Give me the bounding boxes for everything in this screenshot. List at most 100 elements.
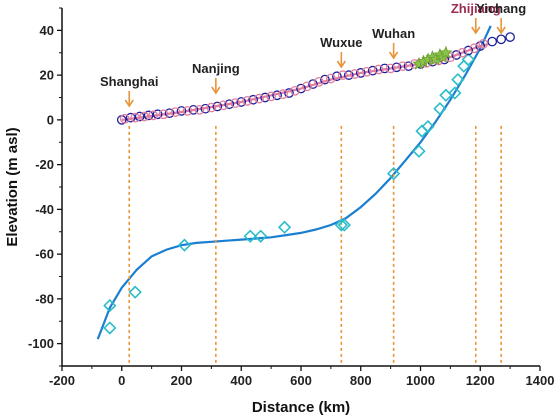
fit-curve: [121, 42, 490, 121]
data-point: [451, 50, 462, 60]
data-point: [385, 63, 396, 74]
data-point: [469, 43, 480, 54]
data-point: [397, 61, 408, 72]
data-point: [367, 65, 378, 76]
data-point: [361, 66, 372, 77]
data-point: [206, 102, 217, 113]
x-tick-label: 1200: [466, 373, 495, 388]
y-tick-label: 20: [40, 68, 54, 83]
data-point: [284, 88, 294, 98]
data-point: [448, 86, 462, 100]
data-point: [182, 106, 193, 116]
data-point: [148, 110, 158, 121]
data-point: [130, 112, 141, 123]
city-arrowhead: [496, 26, 506, 35]
city-arrowhead: [471, 26, 481, 35]
data-point: [386, 166, 401, 181]
data-point: [103, 298, 117, 313]
data-point: [266, 91, 276, 102]
data-point: [290, 85, 300, 96]
data-point: [224, 99, 235, 110]
data-point: [254, 229, 268, 243]
fit-curves: [96, 25, 492, 340]
x-tick-label: -200: [49, 373, 75, 388]
data-point: [248, 94, 259, 105]
data-point: [158, 109, 169, 120]
x-tick-label: 800: [350, 373, 372, 388]
data-point: [379, 63, 390, 74]
data-point: [119, 113, 130, 124]
data-point: [194, 104, 205, 115]
data-point: [496, 34, 507, 45]
data-point: [439, 45, 453, 59]
y-tick-label: -80: [35, 291, 54, 306]
data-point: [451, 72, 465, 87]
city-arrowhead: [388, 51, 399, 60]
data-point: [331, 71, 342, 82]
data-point: [421, 119, 435, 134]
city-label: Wuxue: [320, 35, 362, 50]
city-arrowhead: [124, 99, 134, 108]
data-point: [218, 100, 229, 111]
data-points: [103, 32, 515, 335]
data-point: [254, 93, 265, 104]
y-tick-label: 0: [47, 112, 54, 127]
city-arrowhead: [211, 86, 221, 95]
y-tick-label: -20: [35, 157, 54, 172]
city-guide-lines: [128, 125, 502, 366]
x-tick-label: 0: [118, 373, 125, 388]
y-tick-label: -40: [35, 202, 54, 217]
x-axis-title: Distance (km): [252, 399, 350, 416]
city-label: Yichang: [476, 1, 526, 16]
fit-curve: [96, 25, 492, 340]
y-tick-label: -100: [28, 336, 54, 351]
data-point: [487, 36, 498, 47]
data-point: [302, 81, 312, 92]
data-point: [134, 111, 145, 122]
data-point: [277, 220, 292, 234]
data-point: [242, 96, 253, 106]
data-point: [143, 110, 154, 121]
data-point: [355, 68, 366, 78]
data-point: [314, 76, 324, 87]
data-point: [212, 101, 223, 112]
data-point: [463, 45, 474, 56]
data-point: [475, 41, 486, 51]
data-point: [337, 70, 348, 80]
data-point: [176, 106, 187, 116]
data-point: [505, 32, 515, 42]
x-tick-label: 1000: [406, 373, 435, 388]
city-label: Zhijiang: [451, 1, 501, 16]
data-point: [152, 109, 163, 120]
axes: [61, 8, 540, 367]
data-point: [278, 89, 288, 99]
data-point: [478, 38, 489, 49]
data-point: [349, 69, 360, 79]
tick-labels: -200 0 200 400 600 800 1000 1200 1400-100-80-60-…: [28, 7, 554, 388]
data-point: [164, 108, 175, 119]
data-point: [260, 92, 270, 103]
x-tick-label: 400: [230, 373, 252, 388]
data-point: [188, 104, 199, 115]
data-point: [391, 62, 402, 73]
data-point: [337, 218, 351, 232]
data-point: [103, 321, 117, 335]
data-point: [272, 90, 282, 101]
data-point: [461, 52, 475, 67]
data-point: [308, 79, 318, 89]
y-tick-label: 40: [40, 23, 54, 38]
city-label: Nanjing: [192, 61, 240, 76]
data-point: [243, 229, 257, 243]
data-point: [125, 112, 136, 123]
data-point: [457, 47, 468, 58]
data-point: [412, 144, 426, 158]
y-tick-label: -60: [35, 247, 54, 262]
data-point: [343, 70, 354, 80]
city-label: Shanghai: [100, 74, 159, 89]
data-point: [373, 64, 384, 75]
x-tick-label: 600: [290, 373, 312, 388]
y-axis-title: Elevation (m asl): [4, 127, 21, 246]
data-point: [403, 61, 414, 72]
